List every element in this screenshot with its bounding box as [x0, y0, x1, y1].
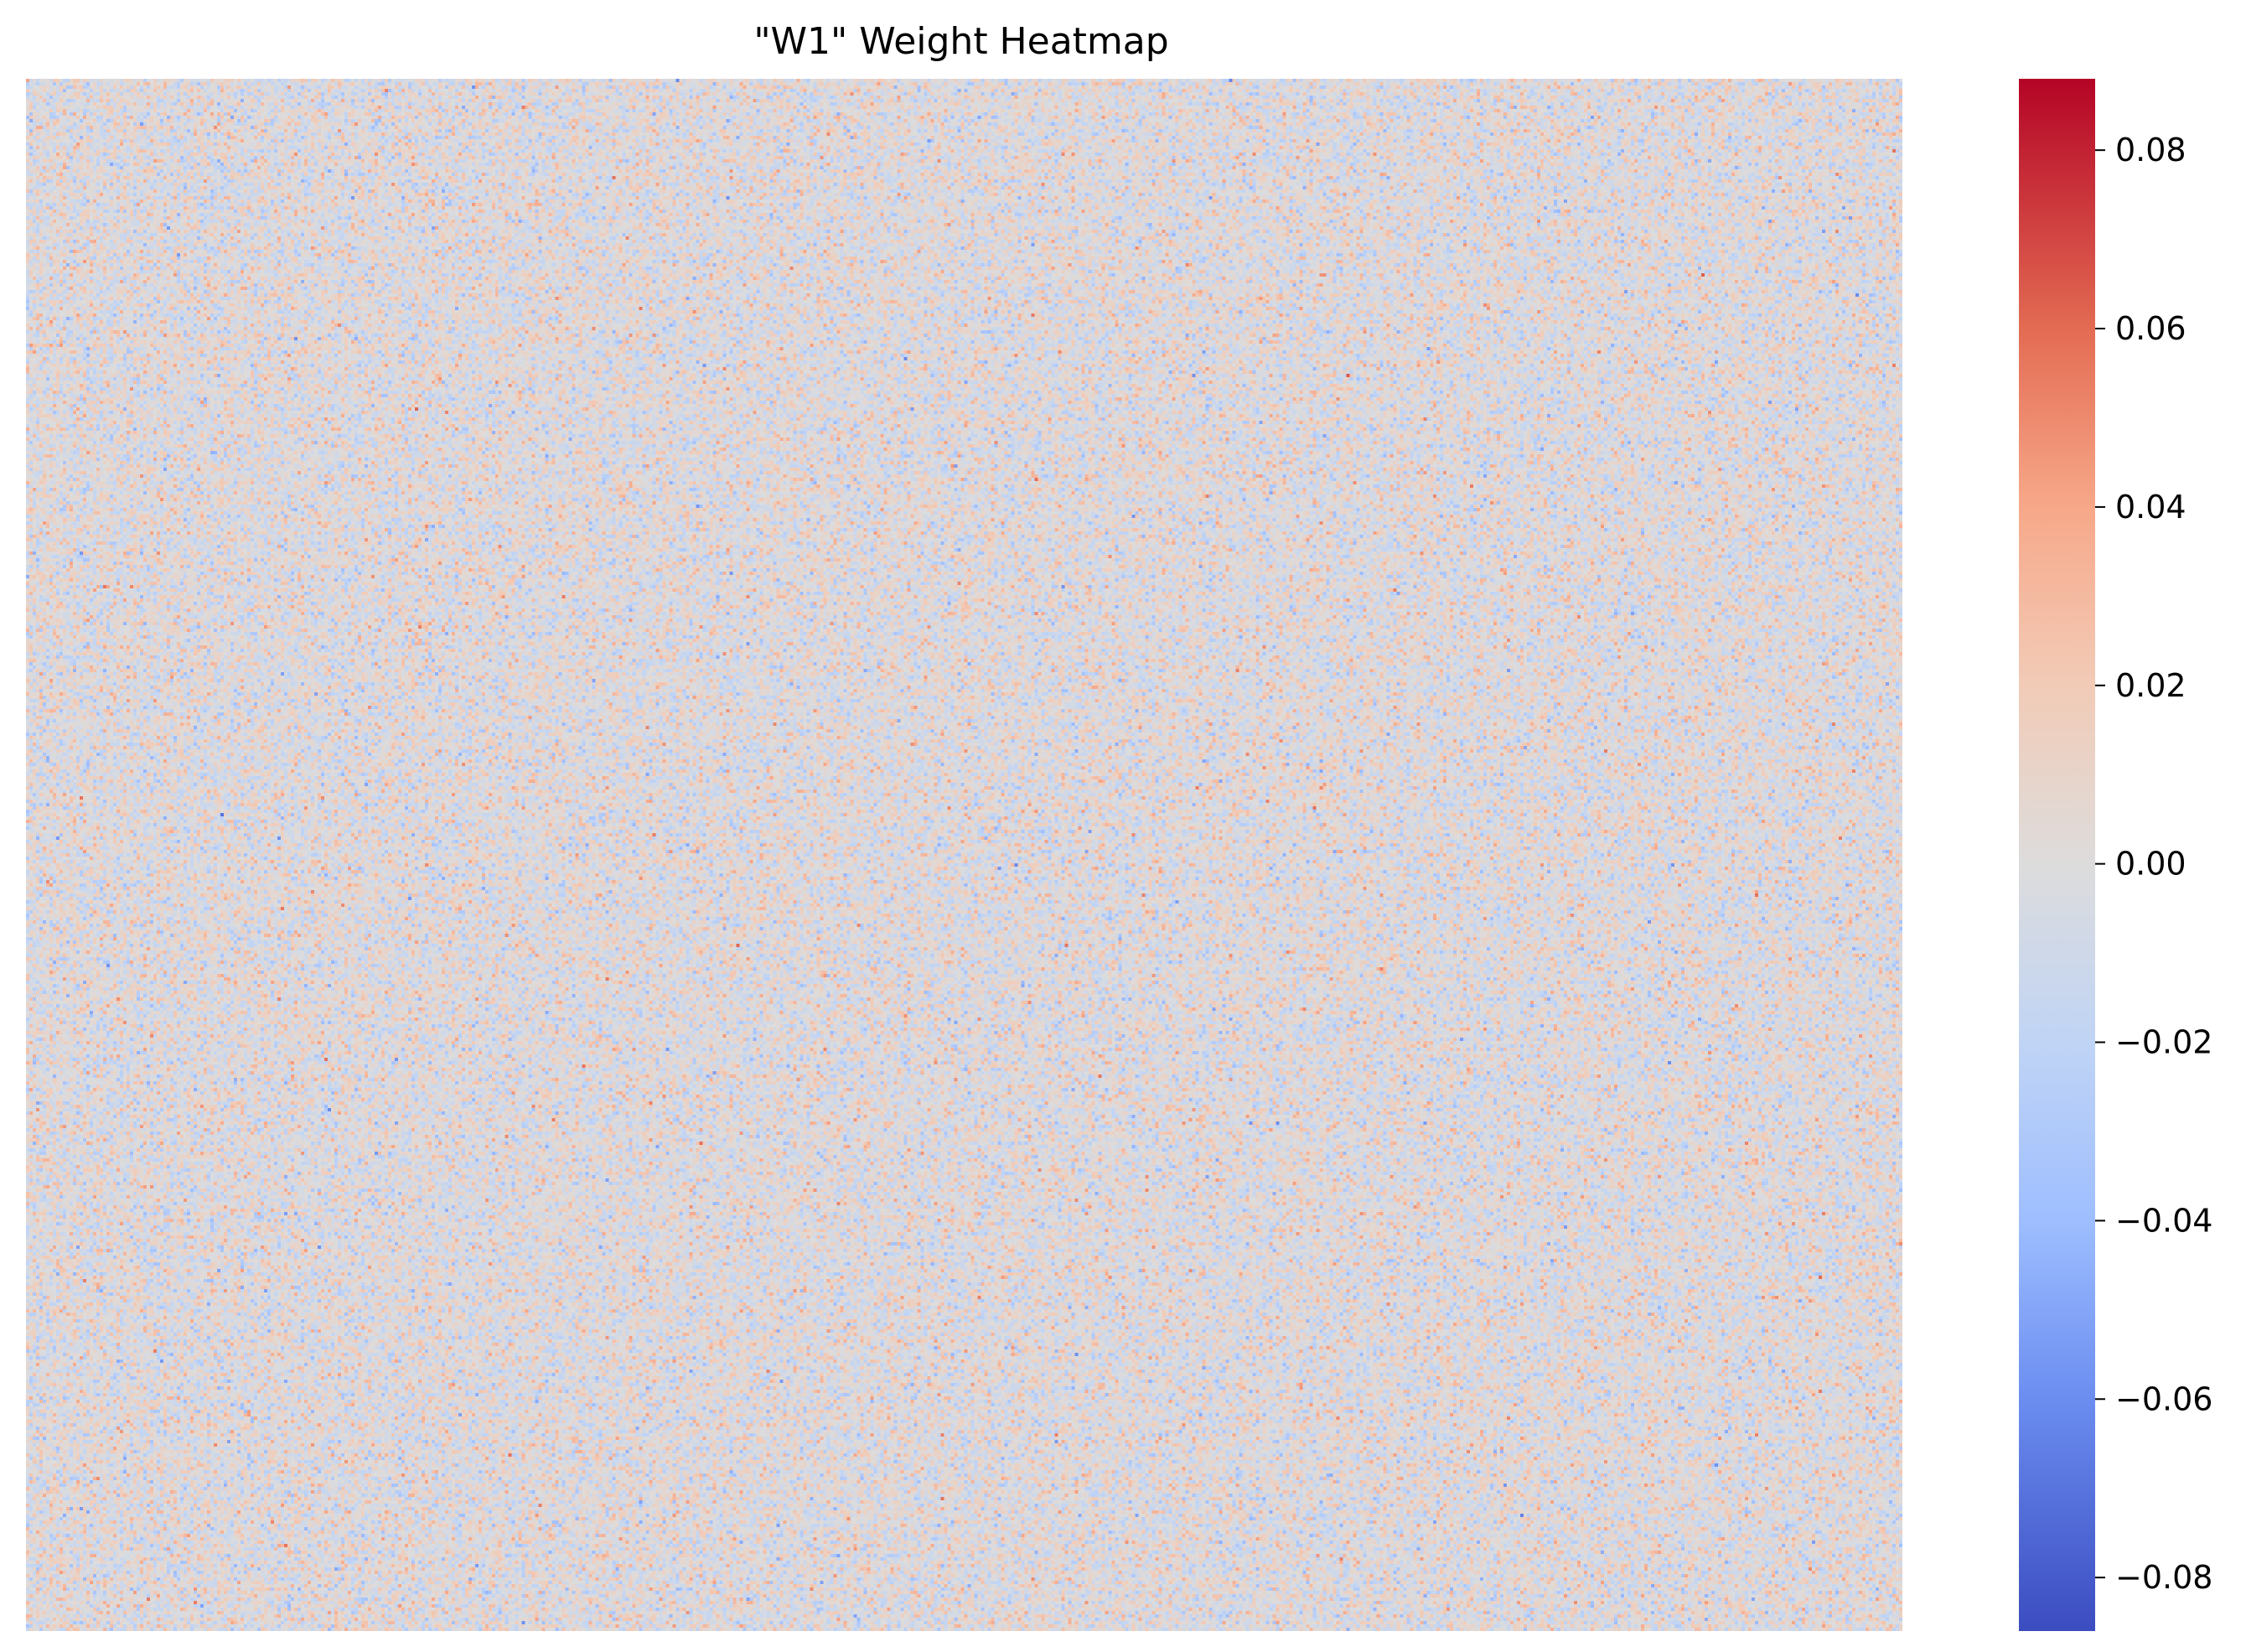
colorbar-tick-label: 0.06: [2115, 310, 2186, 347]
colorbar-gradient: [2019, 79, 2095, 1631]
colorbar-tick-label: −0.04: [2115, 1202, 2212, 1239]
colorbar-tick-label: 0.08: [2115, 132, 2186, 168]
chart-title: "W1" Weight Heatmap: [753, 20, 1168, 63]
colorbar-tick-label: −0.02: [2115, 1024, 2212, 1061]
colorbar-ticks: 0.08 0.06 0.04 0.02 0.00 −0.02 −0.04 −0.06 −0.08: [2095, 132, 2212, 1596]
colorbar-tick-label: 0.00: [2115, 846, 2186, 883]
colorbar: 0.08 0.06 0.04 0.02 0.00 −0.02 −0.04 −0.06 −0.08: [2019, 79, 2212, 1631]
colorbar-tick-label: −0.08: [2115, 1559, 2212, 1596]
colorbar-tick-label: 0.02: [2115, 667, 2186, 704]
colorbar-tick-label: −0.06: [2115, 1380, 2212, 1417]
heatmap-area: [26, 79, 1902, 1631]
colorbar-tick-label: 0.04: [2115, 489, 2186, 526]
heatmap-matrix: [26, 79, 1902, 1631]
